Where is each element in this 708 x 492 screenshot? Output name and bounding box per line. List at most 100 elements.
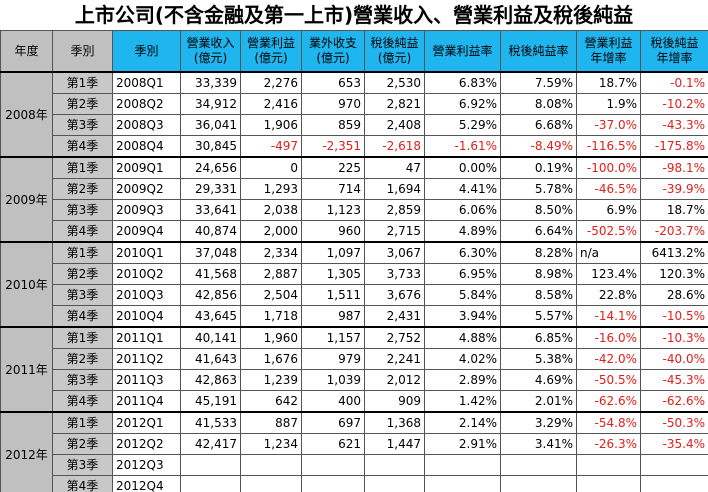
empty-cell	[240, 475, 302, 492]
value-cell: 4.02%	[424, 348, 501, 370]
value-cell: 6.92%	[424, 93, 501, 115]
header-cell: 季別	[52, 30, 113, 73]
period-cell: 2010Q4	[112, 305, 181, 328]
period-cell: 2009Q4	[112, 220, 181, 243]
value-cell: 41,568	[180, 263, 241, 285]
value-cell: 3.41%	[500, 433, 577, 455]
value-cell: 8.28%	[500, 241, 577, 264]
value-cell: 43,645	[180, 305, 241, 328]
value-cell: 1,368	[364, 411, 425, 434]
value-cell: 1.42%	[424, 390, 501, 413]
period-cell: 2012Q4	[112, 475, 181, 492]
value-cell: 2,887	[240, 263, 302, 285]
value-cell: 2,012	[364, 369, 425, 391]
header-text: 業外收支	[308, 36, 357, 50]
period-cell: 2011Q3	[112, 369, 181, 391]
quarter-cell: 第1季	[52, 156, 113, 179]
value-cell: 18.7%	[640, 199, 708, 221]
value-cell: -10.5%	[640, 305, 708, 328]
value-cell: 1,906	[240, 114, 302, 136]
quarter-cell: 第2季	[52, 433, 113, 455]
value-cell: 40,141	[180, 326, 241, 349]
value-cell: 6.85%	[500, 326, 577, 349]
header-text: 營業收入	[186, 36, 235, 50]
quarter-cell: 第2季	[52, 178, 113, 200]
table-row: 2011年 第1季 2011Q1 40,141 1,960 1,157 2,752 4.88%…	[0, 326, 708, 413]
header-row: 年度 季別 季別 營業收入 (億元) 營業利益 (億元) 業外收支 (億元) 稅後純益 (億元) 營業…	[0, 30, 708, 73]
value-cell: 2,504	[240, 284, 302, 306]
header-cell: 稅後純益 年增率	[640, 30, 708, 73]
table-row: 第3季 2010Q3 42,856 2,504 1,511 3,676 5.84% 8.58%…	[1, 284, 708, 306]
quarter-cell: 第3季	[52, 114, 113, 136]
value-cell: 2.91%	[424, 433, 501, 455]
header-text: (億元)	[193, 51, 228, 65]
value-cell: -502.5%	[576, 220, 641, 243]
table-row: 第4季 2012Q4	[1, 475, 708, 492]
value-cell: 0.00%	[424, 156, 501, 179]
value-cell: 30,845	[180, 135, 241, 158]
quarter-cell: 第3季	[52, 284, 113, 306]
value-cell: -62.6%	[640, 390, 708, 413]
header-cell: 營業利益 (億元)	[240, 30, 302, 73]
value-cell: 4.89%	[424, 220, 501, 243]
period-cell: 2011Q1	[112, 326, 181, 349]
value-cell: 6.9%	[576, 199, 641, 221]
value-cell: 3,676	[364, 284, 425, 306]
value-cell: 2,241	[364, 348, 425, 370]
table-row: 2010年 第1季 2010Q1 37,048 2,334 1,097 3,067 6.30%…	[0, 241, 708, 328]
quarter-cell: 第1季	[52, 411, 113, 434]
value-cell: 5.29%	[424, 114, 501, 136]
period-cell: 2010Q1	[112, 241, 181, 264]
value-cell: -62.6%	[576, 390, 641, 413]
value-cell: 987	[301, 305, 365, 328]
header-text: 季別	[134, 43, 159, 58]
value-cell: 24,656	[180, 156, 241, 179]
value-cell: -50.3%	[640, 411, 708, 434]
empty-cell	[301, 475, 365, 492]
table-row: 第3季 2009Q3 33,641 2,038 1,123 2,859 6.06% 8.50%…	[1, 199, 708, 221]
empty-cell	[640, 475, 708, 492]
value-cell: 3.29%	[500, 411, 577, 434]
value-cell: 5.57%	[500, 305, 577, 328]
header-cell: 季別	[112, 30, 181, 73]
value-cell: 2,276	[240, 71, 302, 94]
quarter-cell: 第4季	[52, 305, 113, 328]
value-cell: 2.01%	[500, 390, 577, 413]
header-cell: 稅後純益 (億元)	[364, 30, 425, 73]
value-cell: 8.58%	[500, 284, 577, 306]
period-cell: 2011Q2	[112, 348, 181, 370]
year-cell: 2010年	[0, 241, 53, 328]
value-cell: -14.1%	[576, 305, 641, 328]
quarter-cell: 第1季	[52, 241, 113, 264]
header-cell: 年度	[0, 30, 53, 73]
table-row: 第4季 2008Q4 30,845 -497 -2,351 -2,618 -1.61% -8.…	[1, 135, 708, 158]
value-cell: -35.4%	[640, 433, 708, 455]
value-cell: -98.1%	[640, 156, 708, 179]
quarter-cell: 第4季	[52, 390, 113, 413]
value-cell: 1,676	[240, 348, 302, 370]
period-cell: 2012Q2	[112, 433, 181, 455]
empty-cell	[500, 475, 577, 492]
value-cell: 0	[240, 156, 302, 179]
empty-cell	[364, 454, 425, 476]
quarter-cell: 第1季	[52, 326, 113, 349]
value-cell: 3.94%	[424, 305, 501, 328]
value-cell: 8.08%	[500, 93, 577, 115]
header-text: (億元)	[377, 51, 412, 65]
value-cell: 2.89%	[424, 369, 501, 391]
value-cell: -42.0%	[576, 348, 641, 370]
value-cell: 47	[364, 156, 425, 179]
quarter-cell: 第3季	[52, 454, 113, 476]
header-text: 稅後純益	[650, 36, 699, 50]
header-text: 年增率	[590, 51, 627, 65]
empty-cell	[576, 454, 641, 476]
year-cell: 2008年	[0, 71, 53, 158]
value-cell: 1,718	[240, 305, 302, 328]
value-cell: 40,874	[180, 220, 241, 243]
value-cell: -46.5%	[576, 178, 641, 200]
header-cell: 營業利益率	[424, 30, 501, 73]
empty-cell	[500, 454, 577, 476]
value-cell: -10.2%	[640, 93, 708, 115]
value-cell: -2,618	[364, 135, 425, 158]
value-cell: 2,821	[364, 93, 425, 115]
